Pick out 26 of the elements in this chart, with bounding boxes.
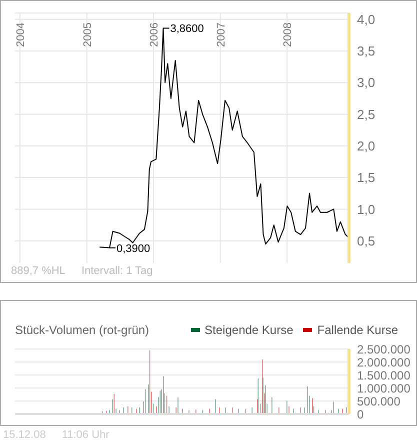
y-tick-label: 2.500.000 bbox=[357, 342, 411, 356]
text: Intervall: 1 Tag bbox=[81, 265, 153, 277]
y-tick-label: 1.000.000 bbox=[357, 381, 411, 396]
legend-label: Fallende Kurse bbox=[317, 323, 398, 337]
y-tick-label: 0,5 bbox=[357, 233, 376, 248]
annotation: 0,3900 bbox=[116, 242, 150, 255]
x-tick-label: 2008 bbox=[282, 22, 294, 47]
y-tick-label: 500.000 bbox=[357, 394, 401, 408]
y-tick-label: 1.500.000 bbox=[357, 368, 411, 382]
x-tick-label: 2007 bbox=[215, 22, 228, 47]
y-tick-label: 1,5 bbox=[357, 170, 376, 186]
text: 889,7 %HL bbox=[11, 265, 66, 277]
y-tick-label: 3,0 bbox=[357, 75, 376, 90]
legend-label: Steigende Kurse bbox=[204, 323, 294, 337]
y-tick-label: 0 bbox=[357, 407, 364, 422]
y-tick-label: 2,0 bbox=[357, 138, 376, 154]
x-tick-label: 2005 bbox=[82, 22, 94, 47]
y-tick-label: 3,5 bbox=[357, 44, 376, 59]
y-tick-label: 1,0 bbox=[357, 202, 376, 217]
x-tick-label: 2006 bbox=[148, 22, 161, 47]
y-tick-label: 2.000.000 bbox=[357, 355, 411, 370]
y-tick-label: 2,5 bbox=[357, 106, 376, 122]
x-tick-label: 2004 bbox=[14, 22, 27, 47]
y-tick-label: 4,0 bbox=[357, 12, 376, 27]
chart-title: Stück-Volumen (rot-grün) bbox=[15, 323, 150, 337]
annotation: 3,8600 bbox=[170, 23, 204, 36]
